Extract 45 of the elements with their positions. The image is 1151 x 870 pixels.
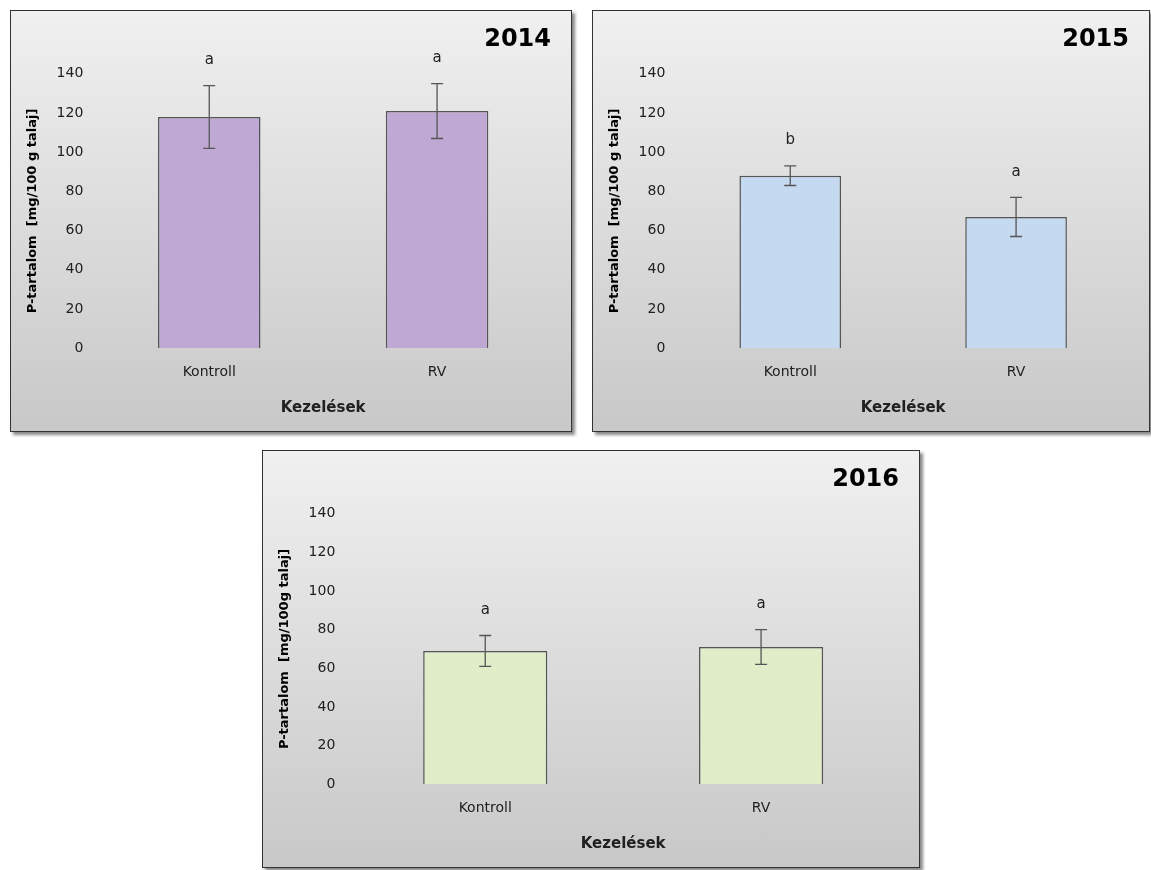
chart-title: 2016 [832,463,899,492]
y-tick-label: 40 [317,697,336,714]
x-axis-title: Kezelések [580,833,667,852]
x-tick-label: Kontroll [458,799,512,816]
y-tick-label: 140 [56,64,84,81]
text: a [432,47,442,66]
y-axis-title: P-tartalom [mg/100g talaj] [276,548,292,750]
y-axis-title: P-tartalom [mg/100 g talaj] [24,108,40,314]
y-tick-label: 40 [65,260,84,277]
x-tick-label: Kontroll [182,363,236,380]
text: a [204,49,214,68]
y-tick-label: 60 [317,658,336,675]
chart-title: 2014 [484,23,551,52]
y-tick-label: 60 [65,221,84,238]
y-tick-label: 0 [326,774,336,791]
y-tick-label: 140 [638,64,666,81]
y-tick-label: 80 [317,620,336,637]
y-tick-label: 100 [308,581,336,598]
x-tick-label: RV [751,799,771,816]
y-axis-title: P-tartalom [mg/100 g talaj] [606,108,622,314]
y-tick-label: 20 [317,736,336,753]
y-tick-label: 0 [656,338,666,355]
y-tick-label: 80 [647,182,666,199]
y-tick-label: 80 [65,182,84,199]
y-tick-label: 140 [308,504,336,521]
y-tick-label: 60 [647,221,666,238]
x-axis-title: Kezelések [860,397,947,416]
y-tick-label: 120 [56,103,84,120]
y-tick-label: 120 [308,543,336,560]
annotation: a [480,599,490,618]
y-tick-label: 120 [638,103,666,120]
y-tick-label: 20 [65,299,84,316]
y-tick-label: 100 [638,142,666,159]
annotation: a [1011,161,1021,180]
chart-title: 2015 [1062,23,1129,52]
y-tick-label: 0 [74,338,84,355]
x-tick-label: RV [1006,363,1026,380]
x-tick-label: RV [427,363,447,380]
annotation: a [756,594,766,613]
y-tick-label: 100 [56,142,84,159]
x-axis-title: Kezelések [280,397,367,416]
y-tick-label: 40 [647,260,666,277]
annotation: b [785,130,796,149]
x-tick-label: Kontroll [763,363,817,380]
y-tick-label: 20 [647,299,666,316]
